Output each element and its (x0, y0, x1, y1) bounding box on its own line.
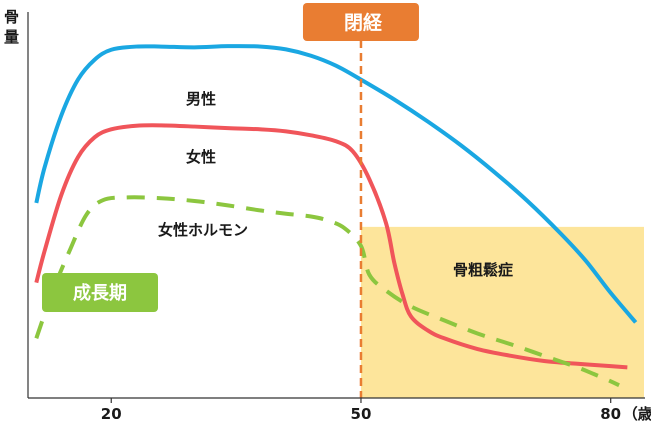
x-tick-label: 20 (101, 405, 122, 423)
osteoporosis-region (360, 226, 644, 398)
series-label-female: 女性 (186, 148, 216, 166)
series-male-line (34, 44, 638, 324)
series-label-male: 男性 (186, 90, 216, 108)
x-unit-label: （歳） (623, 405, 651, 423)
x-tick-label: 50 (351, 405, 372, 423)
osteoporosis-label: 骨粗鬆症 (453, 261, 513, 279)
x-ticks: 20 50 80（歳） (101, 398, 651, 423)
series-female-hormone-line (34, 195, 620, 388)
growth-badge: 成長期 (42, 273, 158, 312)
series-female-line (34, 123, 628, 370)
series-label-female-hormone: 女性ホルモン (158, 221, 248, 239)
y-axis-label: 骨量 (4, 8, 19, 46)
x-tick-label: 80 (600, 405, 621, 423)
growth-label: 成長期 (73, 282, 127, 304)
menopause-badge: 閉経 (302, 3, 419, 41)
series-layer (34, 44, 638, 388)
menopause-label: 閉経 (344, 11, 383, 34)
